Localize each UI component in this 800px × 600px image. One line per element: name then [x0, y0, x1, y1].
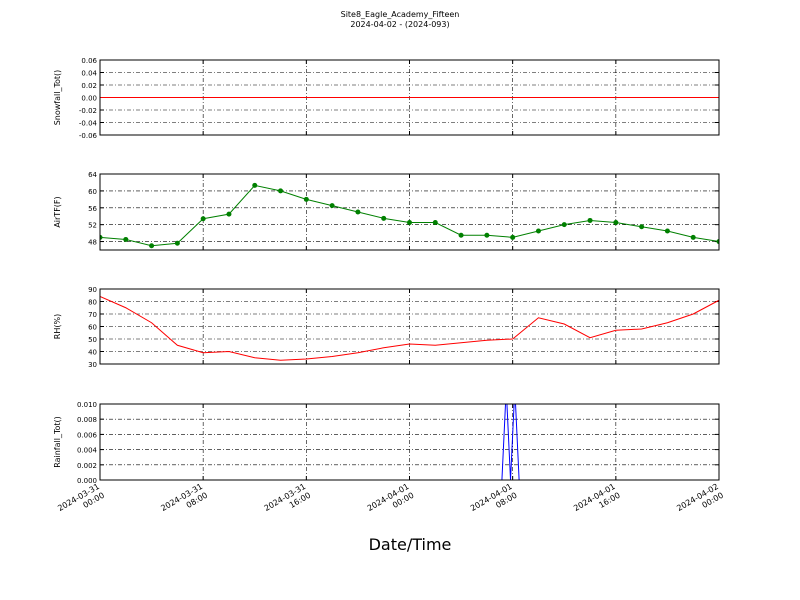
y-tick-label: 0.002 — [77, 462, 97, 470]
y-tick-label: 80 — [88, 299, 97, 307]
title: Site8_Eagle_Academy_Fifteen — [341, 10, 460, 19]
data-point — [226, 211, 232, 217]
data-point — [458, 232, 464, 238]
data-point — [174, 240, 180, 246]
data-point — [432, 220, 438, 226]
y-tick-label: 40 — [88, 349, 97, 357]
y-tick-label: 0.02 — [81, 82, 97, 90]
y-tick-label: 64 — [88, 171, 97, 179]
axes-frame — [99, 59, 720, 136]
data-point — [149, 243, 155, 249]
data-point — [355, 209, 361, 215]
y-tick-label: 0.010 — [77, 401, 97, 409]
data-point — [100, 234, 103, 240]
data-point — [613, 220, 619, 226]
y-tick-label: 52 — [88, 222, 97, 230]
data-point — [484, 232, 490, 238]
data-point — [123, 236, 129, 242]
y-tick-label: 30 — [88, 361, 97, 369]
y-tick-label: 56 — [88, 205, 97, 213]
y-tick-label: 60 — [88, 324, 97, 332]
data-point — [664, 228, 670, 234]
y-tick-label: 50 — [88, 336, 97, 344]
data-point — [381, 215, 387, 221]
plot-area — [100, 296, 719, 361]
y-tick-label: 0.004 — [77, 447, 98, 455]
axes-frame — [99, 173, 720, 251]
data-point — [278, 188, 284, 194]
axes-frame — [99, 288, 720, 365]
data-point — [535, 228, 541, 234]
y-tick-label: 0.04 — [81, 70, 97, 78]
y-tick-label: 90 — [88, 286, 97, 294]
y-axis-label: RH(%) — [53, 314, 62, 339]
y-tick-label: -0.06 — [79, 132, 98, 140]
y-axis-label: Snowfall_Tot() — [53, 70, 62, 126]
x-axis-label: Date/Time — [369, 535, 452, 554]
data-point — [252, 182, 258, 188]
data-point — [510, 234, 516, 240]
y-tick-label: 0.008 — [77, 416, 97, 424]
y-tick-label: -0.02 — [79, 107, 97, 115]
data-point — [407, 220, 412, 226]
data-point — [329, 203, 335, 209]
data-point — [639, 224, 645, 230]
y-axis-label: AirTF(F) — [53, 196, 62, 227]
y-tick-label: 70 — [88, 311, 97, 319]
y-tick-label: 0.00 — [81, 95, 97, 103]
data-point — [716, 239, 719, 245]
data-point — [690, 234, 696, 240]
y-tick-label: 0.06 — [81, 57, 97, 65]
data-point — [561, 222, 567, 228]
y-tick-label: -0.04 — [79, 120, 98, 128]
y-tick-label: 60 — [88, 188, 97, 196]
y-tick-label: 0.000 — [77, 477, 97, 485]
data-point — [200, 216, 206, 222]
y-tick-label: 0.006 — [77, 431, 98, 439]
plot-area — [100, 182, 719, 249]
y-tick-label: 48 — [88, 239, 97, 247]
data-line — [100, 296, 719, 361]
subtitle: 2024-04-02 - (2024-093) — [350, 20, 449, 29]
data-point — [587, 217, 593, 223]
y-axis-label: Rainfall_Tot() — [53, 416, 62, 468]
data-point — [303, 196, 309, 202]
axes-frame — [99, 403, 720, 481]
